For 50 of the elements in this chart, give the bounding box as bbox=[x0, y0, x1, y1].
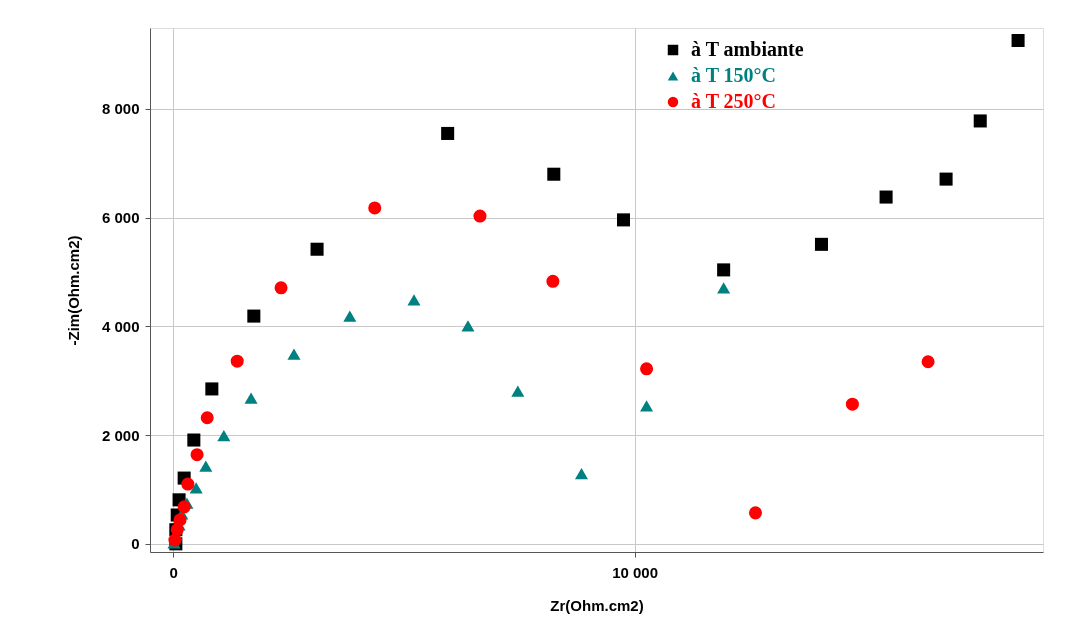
y-tick-label: 8 000 bbox=[101, 100, 140, 118]
point bbox=[461, 320, 475, 332]
point bbox=[616, 213, 631, 227]
point bbox=[441, 126, 455, 140]
y-tick-label: 2 000 bbox=[101, 426, 140, 444]
y-tick-label: 0 bbox=[131, 535, 140, 553]
legend-label: à T ambiante bbox=[691, 38, 804, 60]
point bbox=[177, 500, 191, 514]
point bbox=[217, 430, 231, 442]
legend-label: à T 250°C bbox=[691, 90, 777, 112]
point bbox=[1011, 33, 1025, 48]
point bbox=[879, 190, 893, 204]
x-axis-title: Zr(Ohm.cm2) bbox=[550, 596, 644, 614]
point bbox=[511, 385, 525, 397]
point bbox=[199, 460, 213, 472]
point bbox=[845, 397, 859, 411]
point bbox=[717, 282, 731, 294]
point bbox=[574, 468, 589, 480]
y-axis-title: -Zim(Ohm.cm2) bbox=[64, 235, 82, 346]
point bbox=[547, 167, 561, 181]
point bbox=[230, 354, 244, 368]
point bbox=[921, 355, 935, 369]
point bbox=[640, 362, 654, 376]
point bbox=[190, 448, 204, 462]
y-tick-label: 6 000 bbox=[101, 209, 140, 227]
point bbox=[189, 482, 203, 494]
point bbox=[287, 348, 301, 360]
point bbox=[173, 513, 187, 527]
point bbox=[187, 433, 201, 447]
point bbox=[546, 274, 560, 288]
point bbox=[343, 310, 357, 322]
point bbox=[181, 477, 195, 491]
point bbox=[939, 172, 953, 186]
point bbox=[473, 209, 487, 223]
point bbox=[247, 309, 261, 323]
point bbox=[748, 506, 763, 520]
point bbox=[310, 242, 324, 256]
point bbox=[717, 263, 731, 277]
legend-label: à T 150°C bbox=[691, 64, 777, 86]
point bbox=[368, 201, 382, 215]
point bbox=[244, 392, 258, 404]
point bbox=[205, 382, 219, 396]
point bbox=[407, 294, 421, 306]
point bbox=[814, 237, 828, 251]
point bbox=[640, 400, 654, 412]
y-tick-label: 4 000 bbox=[101, 317, 140, 335]
point bbox=[200, 411, 214, 425]
point bbox=[973, 114, 987, 128]
point bbox=[274, 281, 288, 295]
x-tick-label: 10 000 bbox=[612, 563, 659, 581]
